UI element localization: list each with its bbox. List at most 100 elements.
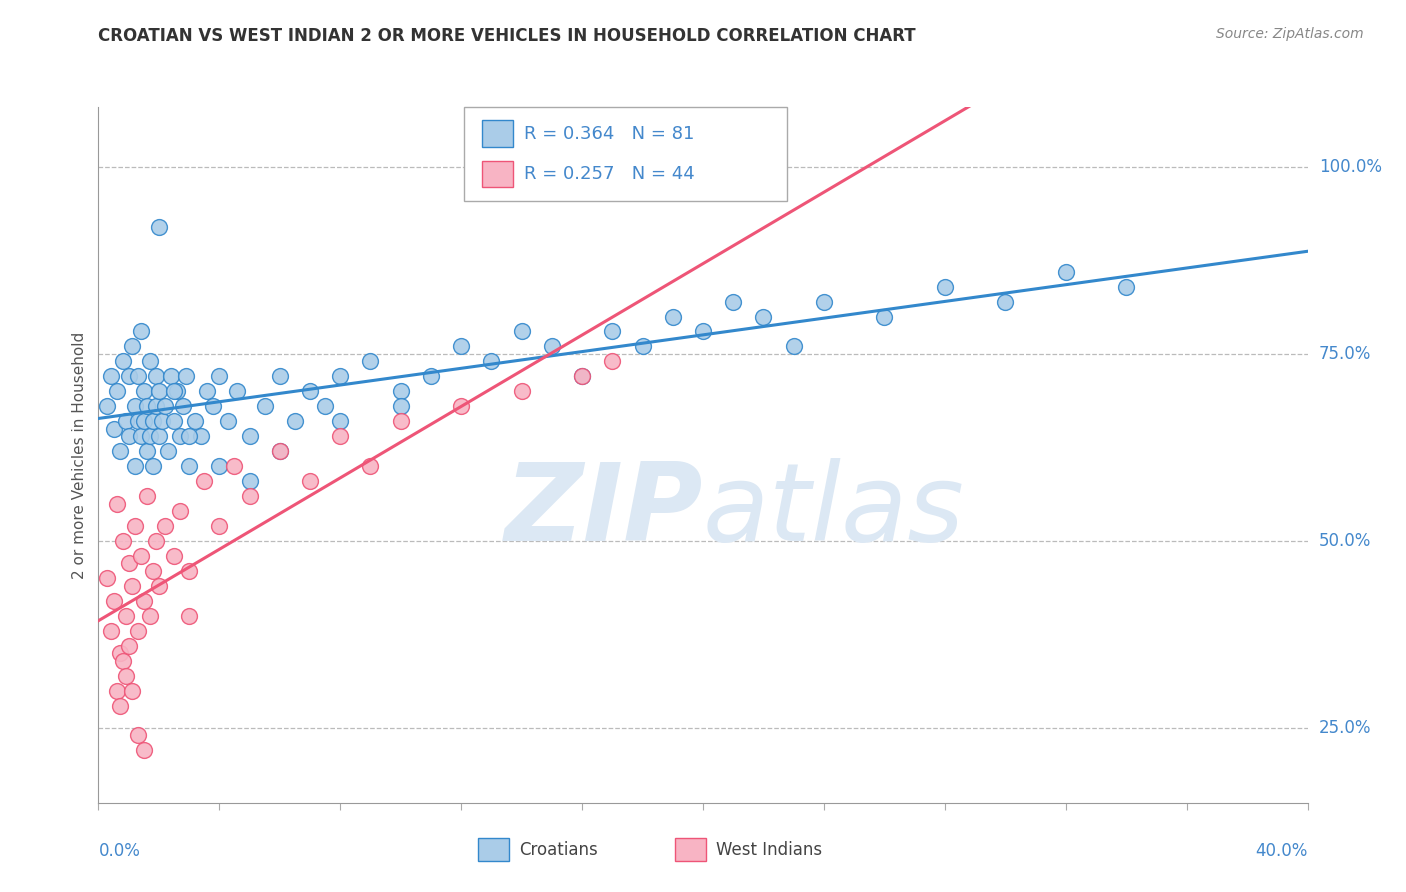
Point — [184, 414, 207, 428]
Point — [96, 571, 118, 585]
Point — [108, 698, 131, 713]
Point — [135, 489, 157, 503]
Text: atlas: atlas — [703, 458, 965, 563]
Point — [389, 399, 412, 413]
Point — [481, 354, 503, 368]
Text: West Indians: West Indians — [716, 840, 821, 859]
Point — [121, 579, 143, 593]
Point — [813, 294, 835, 309]
Point — [510, 325, 533, 339]
Point — [145, 533, 167, 548]
Point — [163, 549, 186, 563]
Point — [111, 354, 134, 368]
Text: 25.0%: 25.0% — [1319, 719, 1371, 737]
Point — [329, 369, 352, 384]
Point — [299, 384, 322, 399]
Point — [142, 564, 165, 578]
Text: CROATIAN VS WEST INDIAN 2 OR MORE VEHICLES IN HOUSEHOLD CORRELATION CHART: CROATIAN VS WEST INDIAN 2 OR MORE VEHICL… — [98, 27, 917, 45]
Point — [108, 646, 131, 660]
Point — [111, 654, 134, 668]
Point — [132, 743, 155, 757]
Text: 75.0%: 75.0% — [1319, 345, 1371, 363]
Point — [269, 444, 291, 458]
Point — [135, 444, 157, 458]
Point — [105, 497, 128, 511]
Point — [360, 354, 382, 368]
Point — [160, 369, 183, 384]
Point — [114, 608, 136, 623]
Point — [148, 219, 170, 234]
Point — [360, 459, 382, 474]
Point — [127, 624, 149, 638]
Point — [177, 564, 201, 578]
Point — [100, 624, 122, 638]
Point — [121, 683, 143, 698]
Point — [148, 384, 170, 399]
Point — [1054, 265, 1077, 279]
Point — [329, 414, 352, 428]
Point — [284, 414, 307, 428]
Y-axis label: 2 or more Vehicles in Household: 2 or more Vehicles in Household — [72, 331, 87, 579]
Point — [450, 399, 472, 413]
Point — [129, 549, 152, 563]
Point — [103, 422, 125, 436]
Point — [111, 533, 134, 548]
Text: R = 0.364   N = 81: R = 0.364 N = 81 — [524, 125, 695, 143]
Point — [114, 668, 136, 682]
Point — [202, 399, 225, 413]
Point — [132, 384, 155, 399]
Point — [602, 354, 624, 368]
Point — [450, 339, 472, 353]
Text: ZIP: ZIP — [505, 458, 703, 564]
Point — [145, 369, 167, 384]
Point — [145, 399, 167, 413]
Point — [510, 384, 533, 399]
Point — [124, 399, 146, 413]
Text: Croatians: Croatians — [519, 840, 598, 859]
Point — [96, 399, 118, 413]
Point — [148, 429, 170, 443]
Point — [129, 325, 152, 339]
Point — [156, 444, 179, 458]
Point — [208, 519, 231, 533]
Point — [124, 519, 146, 533]
Point — [571, 369, 593, 384]
Point — [174, 369, 197, 384]
Point — [721, 294, 744, 309]
Point — [129, 429, 152, 443]
Point — [118, 369, 141, 384]
Point — [139, 608, 162, 623]
Point — [190, 429, 212, 443]
Point — [127, 729, 149, 743]
Point — [153, 519, 176, 533]
Point — [127, 369, 149, 384]
Point — [132, 594, 155, 608]
Text: 100.0%: 100.0% — [1319, 158, 1382, 176]
Point — [226, 384, 249, 399]
Point — [132, 414, 155, 428]
Point — [163, 384, 186, 399]
Point — [169, 504, 191, 518]
Point — [118, 639, 141, 653]
Point — [782, 339, 804, 353]
Point — [103, 594, 125, 608]
Point — [150, 414, 173, 428]
Text: 0.0%: 0.0% — [98, 842, 141, 860]
Point — [166, 384, 188, 399]
Point — [118, 557, 141, 571]
Point — [299, 474, 322, 488]
Point — [571, 369, 593, 384]
Point — [105, 683, 128, 698]
Point — [631, 339, 654, 353]
Text: Source: ZipAtlas.com: Source: ZipAtlas.com — [1216, 27, 1364, 41]
Point — [239, 474, 262, 488]
Point — [124, 459, 146, 474]
Point — [148, 579, 170, 593]
Point — [208, 369, 231, 384]
Point — [139, 429, 162, 443]
Text: 40.0%: 40.0% — [1256, 842, 1308, 860]
Point — [114, 414, 136, 428]
Text: R = 0.257   N = 44: R = 0.257 N = 44 — [524, 165, 695, 183]
Point — [389, 384, 412, 399]
Point — [540, 339, 562, 353]
